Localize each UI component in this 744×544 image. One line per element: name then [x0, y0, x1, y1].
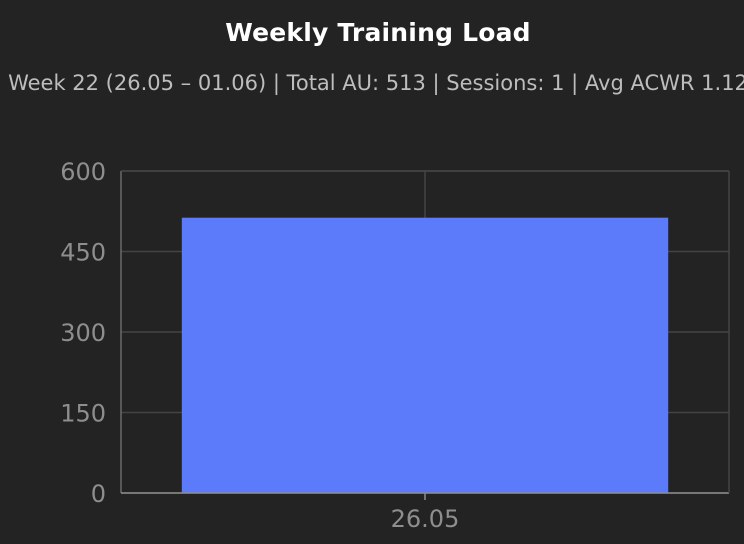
axes — [120, 170, 730, 500]
y-tick-label: 600 — [60, 158, 106, 186]
x-tick-label: 26.05 — [391, 505, 460, 533]
chart-subtitle: Week 22 (26.05 – 01.06) | Total AU: 513 … — [8, 71, 744, 95]
y-tick-label: 450 — [60, 239, 106, 267]
bars-group — [181, 217, 669, 493]
bar[interactable] — [181, 217, 669, 493]
chart-title: Weekly Training Load — [225, 18, 531, 47]
y-tick-label: 300 — [60, 319, 106, 347]
y-tick-label: 150 — [60, 400, 106, 428]
y-tick-labels: 0 150 300 450 600 — [60, 158, 106, 508]
y-tick-label: 0 — [91, 480, 106, 508]
x-tick-labels: 26.05 — [391, 505, 460, 533]
